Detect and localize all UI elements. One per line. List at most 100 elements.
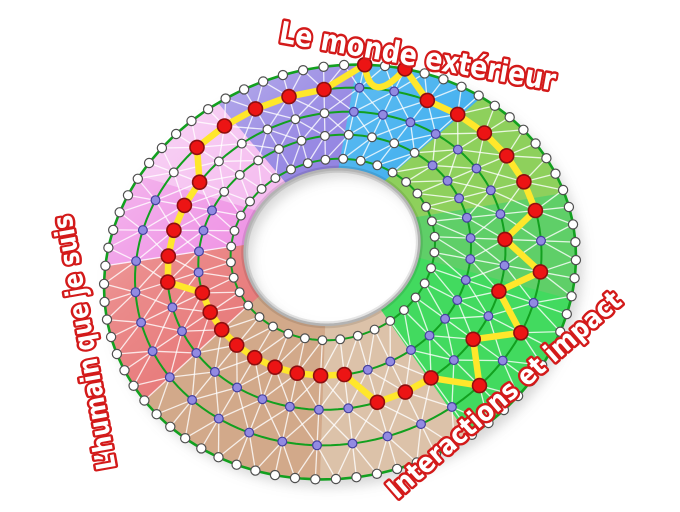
grid-node[interactable]	[313, 404, 324, 415]
score-node[interactable]	[397, 384, 414, 400]
score-node[interactable]	[316, 81, 332, 98]
grid-node[interactable]	[147, 346, 158, 357]
grid-node[interactable]	[128, 380, 139, 391]
score-node[interactable]	[449, 106, 466, 123]
grid-node[interactable]	[256, 183, 267, 194]
grid-node[interactable]	[343, 403, 354, 414]
grid-node[interactable]	[391, 463, 403, 475]
score-node[interactable]	[491, 283, 507, 300]
grid-node[interactable]	[220, 93, 231, 104]
grid-node[interactable]	[382, 431, 393, 442]
grid-node[interactable]	[100, 260, 111, 271]
grid-node[interactable]	[412, 188, 423, 199]
grid-node[interactable]	[320, 154, 331, 165]
grid-node[interactable]	[170, 128, 182, 140]
score-node[interactable]	[527, 202, 544, 219]
grid-node[interactable]	[362, 364, 373, 375]
grid-node[interactable]	[335, 334, 346, 345]
grid-node[interactable]	[483, 311, 494, 322]
grid-node[interactable]	[296, 135, 307, 146]
grid-node[interactable]	[499, 260, 510, 271]
grid-node[interactable]	[354, 82, 365, 93]
grid-node[interactable]	[372, 160, 383, 171]
grid-node[interactable]	[187, 395, 198, 406]
grid-node[interactable]	[456, 81, 467, 93]
score-node[interactable]	[356, 56, 373, 73]
grid-node[interactable]	[319, 130, 330, 141]
grid-node[interactable]	[495, 209, 506, 220]
grid-node[interactable]	[426, 216, 437, 227]
grid-node[interactable]	[245, 196, 256, 207]
grid-node[interactable]	[471, 163, 482, 174]
grid-node[interactable]	[231, 459, 242, 470]
grid-node[interactable]	[131, 256, 142, 267]
grid-node[interactable]	[518, 124, 529, 136]
grid-node[interactable]	[254, 312, 265, 323]
grid-node[interactable]	[454, 193, 465, 204]
grid-node[interactable]	[139, 395, 150, 406]
score-node[interactable]	[160, 248, 177, 264]
grid-node[interactable]	[236, 138, 247, 149]
grid-node[interactable]	[186, 115, 197, 127]
grid-node[interactable]	[238, 84, 250, 95]
grid-node[interactable]	[497, 355, 508, 366]
grid-node[interactable]	[438, 74, 449, 85]
grid-node[interactable]	[347, 438, 358, 449]
grid-node[interactable]	[302, 158, 313, 169]
grid-node[interactable]	[290, 114, 301, 125]
grid-node[interactable]	[283, 328, 294, 339]
grid-node[interactable]	[369, 324, 380, 335]
grid-node[interactable]	[229, 225, 240, 236]
grid-node[interactable]	[563, 201, 575, 213]
grid-node[interactable]	[250, 465, 261, 476]
grid-node[interactable]	[466, 429, 478, 440]
grid-node[interactable]	[389, 86, 400, 97]
grid-node[interactable]	[567, 219, 579, 230]
score-node[interactable]	[289, 365, 306, 382]
grid-node[interactable]	[209, 366, 220, 377]
grid-node[interactable]	[164, 372, 175, 383]
grid-node[interactable]	[330, 473, 342, 485]
grid-node[interactable]	[504, 111, 515, 123]
score-node[interactable]	[419, 92, 436, 109]
grid-node[interactable]	[268, 321, 279, 332]
grid-node[interactable]	[136, 317, 147, 328]
grid-node[interactable]	[427, 160, 438, 171]
grid-node[interactable]	[310, 474, 321, 485]
grid-node[interactable]	[570, 254, 582, 266]
grid-node[interactable]	[98, 278, 110, 290]
score-node[interactable]	[498, 148, 515, 164]
grid-node[interactable]	[99, 296, 110, 308]
grid-node[interactable]	[449, 440, 460, 451]
score-node[interactable]	[369, 394, 386, 411]
grid-node[interactable]	[235, 210, 246, 221]
grid-node[interactable]	[424, 330, 435, 341]
grid-node[interactable]	[537, 360, 548, 371]
grid-node[interactable]	[299, 333, 310, 344]
score-node[interactable]	[194, 284, 211, 301]
grid-node[interactable]	[319, 108, 330, 119]
grid-node[interactable]	[483, 417, 494, 429]
grid-node[interactable]	[485, 185, 496, 196]
score-node[interactable]	[336, 366, 353, 383]
grid-node[interactable]	[297, 64, 309, 76]
grid-node[interactable]	[555, 326, 566, 337]
grid-node[interactable]	[405, 117, 416, 128]
grid-node[interactable]	[535, 235, 546, 246]
grid-node[interactable]	[429, 231, 440, 242]
score-node[interactable]	[176, 197, 193, 214]
grid-node[interactable]	[429, 247, 440, 258]
grid-node[interactable]	[286, 164, 297, 175]
grid-node[interactable]	[411, 457, 422, 468]
grid-node[interactable]	[416, 419, 427, 430]
score-node[interactable]	[465, 331, 482, 348]
grid-node[interactable]	[226, 241, 237, 252]
grid-node[interactable]	[269, 469, 281, 481]
grid-node[interactable]	[385, 356, 396, 367]
grid-node[interactable]	[150, 195, 161, 206]
grid-node[interactable]	[193, 267, 204, 278]
grid-node[interactable]	[461, 212, 472, 223]
grid-node[interactable]	[410, 292, 421, 303]
score-node[interactable]	[166, 222, 182, 239]
grid-node[interactable]	[234, 287, 245, 298]
